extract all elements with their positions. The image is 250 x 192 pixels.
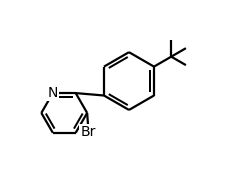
Text: Br: Br xyxy=(80,125,96,139)
Text: N: N xyxy=(48,86,58,100)
